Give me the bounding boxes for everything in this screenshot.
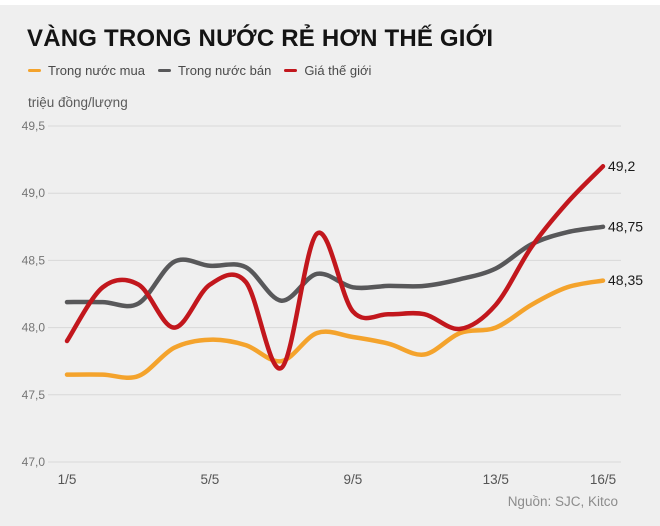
legend-label: Giá thế giới xyxy=(304,63,372,78)
x-axis-labels: 1/5 5/5 9/5 13/5 16/5 xyxy=(58,472,617,487)
top-border-strip xyxy=(0,0,660,5)
legend-item-world-price: Giá thế giới xyxy=(284,63,371,78)
legend-dash-icon xyxy=(157,68,171,73)
legend-item-domestic-buy: Trong nước mua xyxy=(28,63,145,78)
y-tick-label: 48,0 xyxy=(22,321,46,335)
x-tick-label: 9/5 xyxy=(343,472,362,487)
source-note: Nguồn: SJC, Kitco xyxy=(507,494,618,509)
y-tick-label: 47,0 xyxy=(22,455,46,469)
legend-label: Trong nước bán xyxy=(177,63,272,78)
legend-dash-icon xyxy=(284,68,298,73)
series-line-trong-nước-mua xyxy=(64,278,606,380)
y-tick-label: 49,5 xyxy=(22,119,46,133)
series-line-trong-nước-bán xyxy=(64,224,606,309)
series-end-value-label: 49,2 xyxy=(608,158,635,174)
series-end-value-label: 48,35 xyxy=(608,272,643,288)
y-tick-label: 48,5 xyxy=(22,253,46,267)
series-end-value-label: 48,75 xyxy=(608,218,643,234)
y-tick-label: 49,0 xyxy=(22,186,46,200)
gridlines xyxy=(48,125,621,463)
x-tick-label: 1/5 xyxy=(58,472,77,487)
legend-item-domestic-sell: Trong nước bán xyxy=(157,63,272,78)
series-line-giá-thế-giới xyxy=(64,164,606,371)
y-axis-labels: 49,5 49,0 48,5 48,0 47,5 47,0 xyxy=(22,119,46,469)
chart-title: VÀNG TRONG NƯỚC RẺ HƠN THẾ GIỚI xyxy=(27,25,494,52)
legend-dash-icon xyxy=(28,68,41,73)
y-tick-label: 47,5 xyxy=(22,388,46,402)
legend-label: Trong nước mua xyxy=(48,63,145,78)
y-axis-unit-label: triệu đồng/lượng xyxy=(28,95,128,110)
x-tick-label: 16/5 xyxy=(590,472,616,487)
x-tick-label: 5/5 xyxy=(201,472,220,487)
chart-legend: Trong nước mua Trong nước bán Giá thế gi… xyxy=(28,63,371,78)
x-tick-label: 13/5 xyxy=(483,472,509,487)
